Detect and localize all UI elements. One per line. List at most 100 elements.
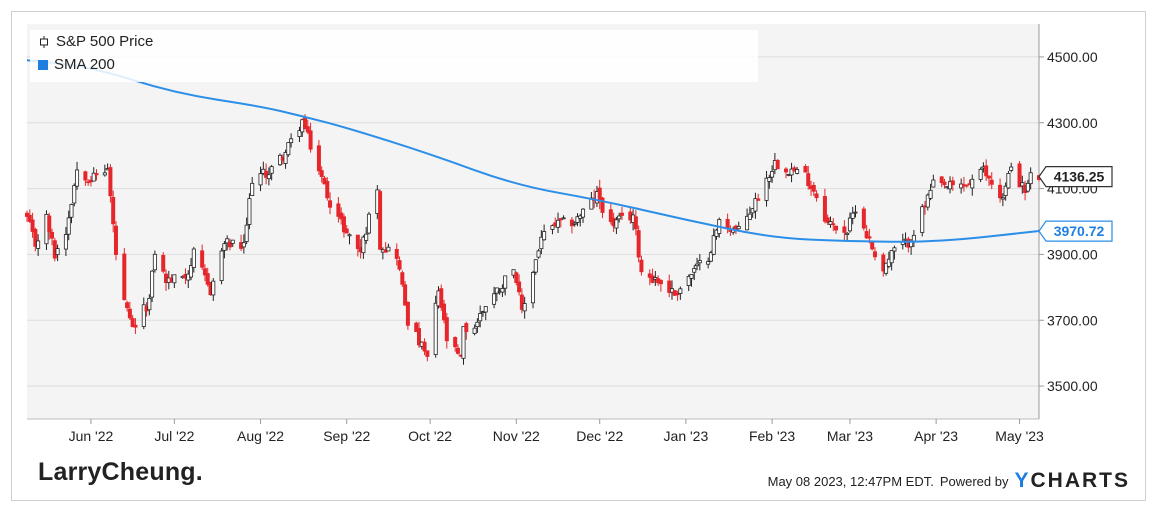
- candle-body: [639, 259, 644, 273]
- x-axis: Jun '22 Jul '22 Aug '22 Sep '22 Oct '22 Nov '…: [69, 419, 1044, 444]
- candle-body: [433, 302, 438, 355]
- ycharts-text: CHARTS: [1030, 469, 1130, 492]
- candle-body: [536, 250, 541, 258]
- legend-price-label: S&P 500 Price: [56, 33, 154, 50]
- candle-body: [911, 234, 916, 242]
- candle-body: [928, 189, 933, 199]
- candle-body: [305, 126, 310, 133]
- legend: S&P 500 Price SMA 200: [30, 30, 758, 82]
- candle-body: [939, 176, 944, 184]
- candle-body: [494, 287, 499, 294]
- candle-body: [542, 231, 547, 241]
- candle-body: [925, 194, 930, 208]
- candle-body: [725, 219, 730, 230]
- x-tick-label: Oct '22: [408, 428, 452, 444]
- candle-body: [708, 252, 713, 262]
- candle-body: [764, 177, 769, 201]
- candle-body: [753, 198, 758, 212]
- candle-body: [775, 159, 780, 170]
- candle-body: [355, 234, 360, 249]
- candle-body: [931, 179, 936, 188]
- ycharts-logo[interactable]: YCHARTS: [1014, 469, 1130, 493]
- candle-body: [50, 231, 55, 239]
- candle-body: [500, 288, 505, 293]
- candle-body: [803, 166, 808, 173]
- candlesticks: [24, 114, 1042, 365]
- candle-body: [344, 228, 349, 234]
- sma-200-line: [26, 59, 1040, 243]
- candle-body: [633, 216, 638, 230]
- candle-body: [127, 308, 132, 319]
- candle-body: [847, 217, 852, 232]
- candle-body: [678, 288, 683, 294]
- candle-body: [439, 288, 444, 308]
- candle-body: [347, 234, 352, 237]
- sma-swatch-icon: [38, 59, 48, 70]
- candle-body: [66, 217, 71, 235]
- candle-body: [970, 178, 975, 189]
- candle-body: [308, 130, 313, 150]
- candle-body: [191, 248, 196, 268]
- candle-body: [828, 221, 833, 225]
- candle-body: [825, 217, 830, 223]
- candle-body: [1000, 197, 1005, 200]
- candle-body: [227, 241, 232, 248]
- candle-body: [964, 184, 969, 187]
- y-tick-label: 4300.00: [1047, 115, 1098, 131]
- candle-body: [1025, 182, 1030, 192]
- candle-body: [675, 292, 680, 296]
- candle-body: [767, 177, 772, 182]
- legend-item-price[interactable]: S&P 500 Price: [38, 33, 153, 50]
- candle-body: [341, 216, 346, 233]
- candle-body: [394, 248, 399, 259]
- candle-body: [336, 203, 341, 217]
- x-tick-label: Mar '23: [827, 428, 873, 444]
- timestamp: May 08 2023, 12:47PM EDT.: [767, 473, 934, 489]
- candle-body: [325, 180, 330, 199]
- candle-body: [108, 167, 113, 197]
- y-tick-label: 3500.00: [1047, 378, 1098, 394]
- candle-body: [636, 230, 641, 258]
- candle-body: [483, 306, 488, 313]
- x-tick-label: Sep '22: [323, 428, 370, 444]
- last-value-labels: 4136.25 3970.72: [1038, 166, 1113, 242]
- candle-body: [211, 280, 216, 296]
- candle-body: [811, 184, 816, 192]
- candle-body: [692, 268, 697, 273]
- candle-body: [472, 327, 477, 334]
- candle-body: [464, 323, 469, 332]
- x-tick-label: Apr '23: [914, 428, 958, 444]
- candle-body: [36, 240, 41, 249]
- candle-body: [400, 272, 405, 285]
- candle-body: [870, 241, 875, 250]
- legend-sma-label: SMA 200: [54, 56, 115, 73]
- brand-logo: LarryCheung.: [38, 458, 203, 486]
- candle-body: [667, 280, 672, 293]
- candle-body: [442, 303, 447, 321]
- powered-by-label: Powered by: [939, 473, 1009, 489]
- candle-body: [289, 138, 294, 144]
- candle-body: [75, 169, 80, 187]
- candle-body: [522, 303, 527, 312]
- candle-body: [986, 175, 991, 179]
- candle-body: [889, 250, 894, 264]
- candle-body: [1009, 166, 1014, 171]
- candle-body: [111, 196, 116, 225]
- candle-body: [47, 215, 52, 233]
- candle-body: [172, 274, 177, 284]
- candle-body: [978, 168, 983, 180]
- legend-item-sma[interactable]: SMA 200: [38, 56, 115, 73]
- candle-body: [55, 248, 60, 256]
- candle-body: [658, 279, 663, 285]
- candle-body: [492, 293, 497, 305]
- candle-body: [842, 226, 847, 233]
- x-tick-label: Dec '22: [576, 428, 623, 444]
- candle-body: [619, 212, 624, 216]
- candle-body: [189, 265, 194, 278]
- candle-body: [250, 182, 255, 197]
- candle-body: [361, 236, 366, 254]
- candle-body: [1028, 172, 1033, 185]
- y-tick-label: 3700.00: [1047, 312, 1098, 328]
- candle-body: [339, 212, 344, 220]
- candle-body: [872, 251, 877, 258]
